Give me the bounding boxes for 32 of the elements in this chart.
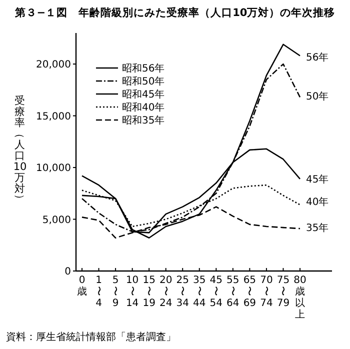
x-tick-label: 25〜34 — [176, 275, 189, 309]
x-tick-label: 5〜9 — [109, 275, 120, 309]
x-tick-label: 0歳 — [77, 275, 87, 298]
annotation: 56年 — [306, 51, 329, 64]
y-tick-label: 5,000 — [42, 214, 71, 226]
annotation: 50年 — [306, 90, 329, 103]
x-tick-label: 15〜19 — [142, 275, 156, 309]
y-tick-label: 20,000 — [36, 60, 71, 71]
x-tick-label: 20〜24 — [159, 275, 172, 309]
y-tick-label: 0 — [64, 266, 71, 278]
annotation: 40年 — [306, 196, 329, 208]
x-tick-label: 10〜14 — [126, 275, 139, 309]
annotation: 35年 — [306, 222, 329, 234]
x-tick-label: 1〜4 — [92, 275, 104, 309]
text: 資料：厚生省統計情報部「患者調査」 — [6, 331, 176, 343]
x-tick-label: 65〜69 — [243, 275, 256, 309]
legend-label: 昭和56年 — [122, 62, 165, 74]
y-tick-label: 15,000 — [36, 111, 71, 122]
x-tick-label: 35〜44 — [192, 275, 206, 309]
legend-label: 昭和35年 — [122, 114, 165, 126]
x-tick-label: 75〜79 — [276, 275, 290, 309]
annotation: 45年 — [306, 173, 329, 186]
legend-label: 昭和40年 — [122, 102, 165, 114]
chart-title: 第３−１図 年齢階級別にみた受療率（人口10万対）の年次推移 — [14, 6, 336, 19]
y-tick-label: 10,000 — [36, 163, 71, 174]
x-tick-label: 80歳以上 — [294, 275, 306, 320]
x-tick-label: 45〜54 — [210, 275, 223, 309]
x-tick-label: 55〜64 — [226, 275, 240, 309]
legend-label: 昭和50年 — [122, 76, 165, 88]
text: 受療率（人口10万対） — [13, 95, 27, 205]
x-tick-label: 70〜74 — [260, 275, 273, 309]
legend-label: 昭和45年 — [122, 88, 165, 100]
